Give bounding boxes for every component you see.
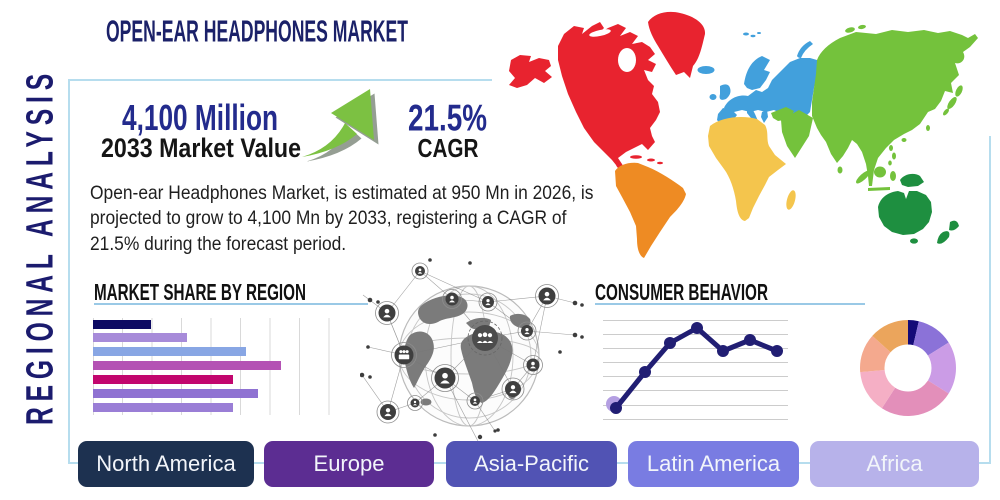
svg-text:CAGR: CAGR bbox=[418, 133, 479, 163]
svg-text:REGIONAL ANALYSIS: REGIONAL ANALYSIS bbox=[20, 68, 62, 425]
svg-text:4,100 Million: 4,100 Million bbox=[122, 97, 278, 138]
svg-text:CONSUMER BEHAVIOR: CONSUMER BEHAVIOR bbox=[595, 279, 768, 305]
svg-text:21.5%: 21.5% bbox=[408, 98, 487, 139]
svg-text:2033 Market Value: 2033 Market Value bbox=[101, 133, 301, 163]
svg-text:OPEN-EAR HEADPHONES MARKET: OPEN-EAR HEADPHONES MARKET bbox=[106, 14, 408, 49]
svg-text:MARKET SHARE BY REGION: MARKET SHARE BY REGION bbox=[94, 279, 306, 305]
